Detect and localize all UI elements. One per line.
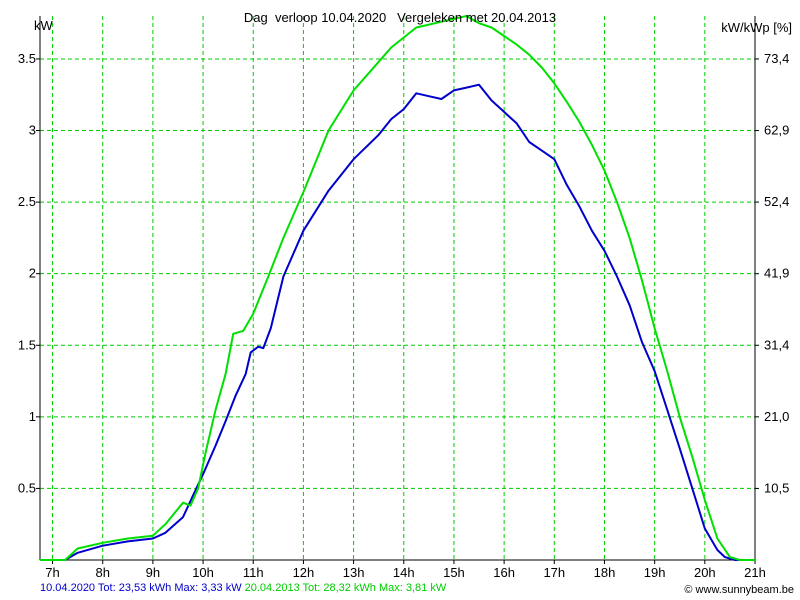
x-tick-label: 17h [543,565,565,580]
x-tick-label: 9h [146,565,160,580]
axis-layer [36,16,759,564]
legend-series-2020: 10.04.2020 Tot: 23,53 kWh Max: 3,33 kW [40,582,242,594]
chart-title: Dag verloop 10.04.2020 Vergeleken met 20… [243,10,557,25]
series-layer [40,15,755,561]
x-tick-label: 11h [243,565,264,580]
tick-label-layer: 7h 8h 9h 10h 11h 12h 13h 14h 15h 16h 17h 18h 19h 20h 2… [18,51,789,580]
y-tick-label-right: 73,4 [764,51,789,66]
y-axis-unit-left: kW [34,18,53,33]
credit-text: © www.sunnybeam.be [684,584,794,596]
y-tick-label-right: 21,0 [764,409,789,424]
x-tick-label: 8h [95,565,109,580]
legend-footer: 10.04.2020 Tot: 23,53 kWh Max: 3,33 kW 2… [40,582,446,594]
y-tick-label-right: 41,9 [764,266,789,281]
y-tick-label-left: 1.5 [18,337,36,352]
y-tick-label-right: 10,5 [764,480,789,495]
y-tick-label-right: 62,9 [764,123,789,138]
y-axis-unit-right: kW/kWp [%] [721,20,792,35]
x-tick-label: 19h [644,565,666,580]
x-tick-label: 20h [694,565,716,580]
legend-series-2013: 20.04.2013 Tot: 28,32 kWh Max: 3,81 kW [244,582,447,594]
x-tick-label: 21h [744,565,766,580]
y-tick-label-left: 3.5 [18,51,36,66]
y-tick-label-left: 1 [29,409,36,424]
x-tick-label: 13h [343,565,365,580]
x-tick-label: 16h [493,565,515,580]
x-tick-label: 10h [192,565,214,580]
x-tick-label: 12h [293,565,315,580]
y-tick-label-left: 0.5 [18,480,36,495]
y-tick-label-right: 52,4 [764,194,789,209]
grid-layer [40,16,755,560]
x-tick-label: 7h [45,565,59,580]
y-tick-label-left: 2 [29,266,36,281]
y-tick-label-right: 31,4 [764,337,789,352]
x-tick-label: 15h [443,565,465,580]
x-tick-label: 14h [393,565,415,580]
series-line-2 [40,15,755,561]
y-tick-label-left: 2.5 [18,194,36,209]
y-tick-label-left: 3 [29,123,36,138]
x-tick-label: 18h [594,565,616,580]
